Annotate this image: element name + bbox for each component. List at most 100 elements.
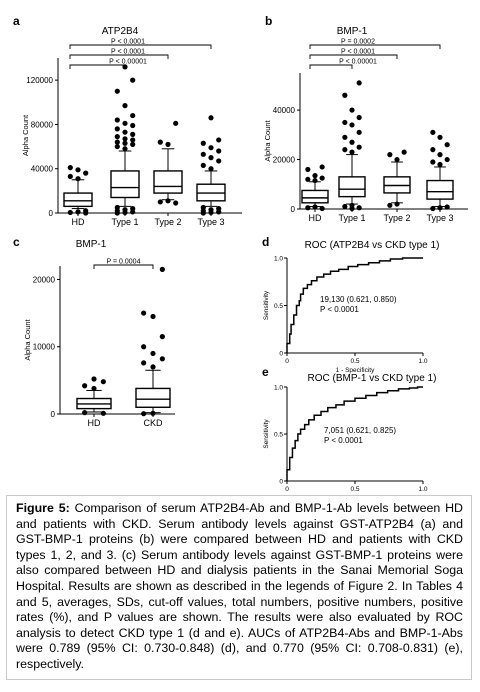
outlier-point xyxy=(208,115,214,121)
panel-e-title: ROC (BMP-1 vs CKD type 1) xyxy=(308,373,437,384)
outlier-point xyxy=(82,410,88,416)
panel-e-letter: e xyxy=(262,365,269,379)
outlier-point xyxy=(356,205,362,211)
box-1 xyxy=(338,80,366,212)
figure-canvas: a ATP2B4 0 40000 80000 120000 Alpha Count HD Typ… xyxy=(13,14,468,493)
outlier-point xyxy=(75,209,81,215)
outlier-point xyxy=(430,159,436,165)
p-value-label: P = 0.0002 xyxy=(341,39,375,46)
p-value-label: P < 0.00001 xyxy=(109,59,147,66)
panel-d: d ROC (ATP2B4 vs CKD type 1) 00 0.5 0.5 1.0 1.… xyxy=(262,235,439,374)
iqr-box xyxy=(338,176,366,198)
significance-bracket xyxy=(93,264,154,269)
box-2 xyxy=(153,120,183,206)
box-3 xyxy=(196,115,226,216)
outlier-point xyxy=(75,167,81,173)
roc-cutoff-annotation: 19,130 (0.621, 0.850) xyxy=(320,295,397,304)
y-tick-label: 0 xyxy=(279,479,283,486)
y-tick-label: 20000 xyxy=(33,275,56,284)
outlier-point xyxy=(141,411,147,417)
box-3 xyxy=(426,129,454,212)
outlier-point xyxy=(349,149,355,155)
iqr-box xyxy=(110,170,140,199)
p-value-label: P < 0.00001 xyxy=(339,59,377,66)
outlier-point xyxy=(387,152,393,158)
outlier-point xyxy=(122,146,128,152)
y-tick-label: 120000 xyxy=(26,76,53,85)
outlier-point xyxy=(157,139,163,145)
y-tick-label: 0 xyxy=(279,351,283,358)
outlier-point xyxy=(342,203,348,210)
outlier-point xyxy=(157,199,163,205)
outlier-point xyxy=(165,141,171,147)
significance-bracket xyxy=(309,64,353,69)
outlier-point xyxy=(150,364,156,370)
x-tick-label: 0 xyxy=(285,358,289,365)
outlier-point xyxy=(208,166,214,172)
outlier-point xyxy=(150,350,156,357)
outlier-point xyxy=(349,122,355,128)
outlier-point xyxy=(67,173,73,180)
outlier-point xyxy=(114,139,120,145)
outlier-point xyxy=(401,149,407,155)
outlier-point xyxy=(114,117,120,123)
outlier-point xyxy=(208,155,214,161)
box-2 xyxy=(383,149,411,208)
outlier-point xyxy=(200,162,206,168)
category-label: CKD xyxy=(143,418,163,428)
outlier-point xyxy=(130,209,136,215)
category-label: HD xyxy=(72,217,85,227)
outlier-point xyxy=(83,210,89,216)
outlier-point xyxy=(130,141,136,147)
outlier-point xyxy=(130,112,136,119)
p-value-label: P < 0.0001 xyxy=(111,39,145,46)
outlier-point xyxy=(91,376,97,382)
x-axis-label: 1 - Specificity xyxy=(336,367,375,374)
significance-bracket xyxy=(309,44,441,49)
x-tick-label: 1.0 xyxy=(418,358,427,365)
category-label: Type 3 xyxy=(197,217,224,227)
outlier-point xyxy=(216,137,222,143)
outlier-point xyxy=(122,129,128,135)
outlier-point xyxy=(200,140,206,146)
roc-curve xyxy=(286,386,423,481)
outlier-point xyxy=(356,129,362,135)
caption-label: Figure 5: xyxy=(16,501,70,515)
panel-d-title: ROC (ATP2B4 vs CKD type 1) xyxy=(305,240,440,251)
outlier-point xyxy=(444,142,450,148)
iqr-box xyxy=(301,189,329,204)
outlier-point xyxy=(319,164,325,170)
outlier-point xyxy=(208,209,214,216)
outlier-point xyxy=(342,119,348,126)
outlier-point xyxy=(100,379,106,385)
outlier-point xyxy=(216,209,222,215)
panel-d-letter: d xyxy=(262,235,269,249)
outlier-point xyxy=(122,140,128,146)
iqr-box xyxy=(135,387,171,408)
significance-bracket xyxy=(69,54,169,59)
box-0 xyxy=(301,164,329,212)
category-label: Type 1 xyxy=(338,213,365,223)
outlier-point xyxy=(173,120,179,126)
outlier-point xyxy=(349,139,355,145)
outlier-point xyxy=(122,136,128,142)
y-tick-label: 0.5 xyxy=(274,303,283,310)
outlier-point xyxy=(216,158,222,164)
outlier-point xyxy=(200,151,206,157)
outlier-point xyxy=(141,360,147,366)
outlier-point xyxy=(159,266,165,272)
panel-c: c BMP-1 0 10000 20000 Alpha Count HD CKD P = 0.0… xyxy=(13,235,175,428)
outlier-point xyxy=(200,210,206,216)
outlier-point xyxy=(122,103,128,109)
outlier-point xyxy=(319,175,325,181)
y-tick-label: 0 xyxy=(291,205,296,214)
outlier-point xyxy=(356,144,362,150)
x-tick-label: 0 xyxy=(285,486,289,493)
outlier-point xyxy=(342,134,348,140)
box-1 xyxy=(110,64,140,216)
outlier-point xyxy=(387,202,393,208)
outlier-point xyxy=(319,205,325,212)
roc-cutoff-annotation: 7,051 (0.621, 0.825) xyxy=(324,426,396,435)
outlier-point xyxy=(114,134,120,140)
